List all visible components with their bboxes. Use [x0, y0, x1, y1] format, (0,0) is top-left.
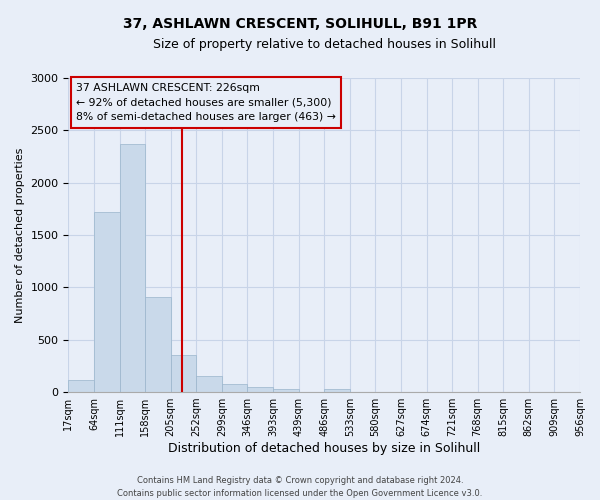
Bar: [196, 376, 222, 392]
Bar: [222, 384, 247, 392]
Bar: [94, 212, 119, 392]
Bar: [273, 389, 299, 392]
Bar: [119, 144, 145, 392]
Text: Contains HM Land Registry data © Crown copyright and database right 2024.
Contai: Contains HM Land Registry data © Crown c…: [118, 476, 482, 498]
X-axis label: Distribution of detached houses by size in Solihull: Distribution of detached houses by size …: [168, 442, 481, 455]
Bar: [68, 380, 94, 392]
Bar: [247, 387, 273, 392]
Text: 37, ASHLAWN CRESCENT, SOLIHULL, B91 1PR: 37, ASHLAWN CRESCENT, SOLIHULL, B91 1PR: [123, 18, 477, 32]
Title: Size of property relative to detached houses in Solihull: Size of property relative to detached ho…: [153, 38, 496, 51]
Bar: [171, 356, 196, 392]
Bar: [324, 390, 350, 392]
Y-axis label: Number of detached properties: Number of detached properties: [15, 148, 25, 323]
Text: 37 ASHLAWN CRESCENT: 226sqm
← 92% of detached houses are smaller (5,300)
8% of s: 37 ASHLAWN CRESCENT: 226sqm ← 92% of det…: [76, 83, 336, 122]
Bar: [145, 297, 171, 392]
